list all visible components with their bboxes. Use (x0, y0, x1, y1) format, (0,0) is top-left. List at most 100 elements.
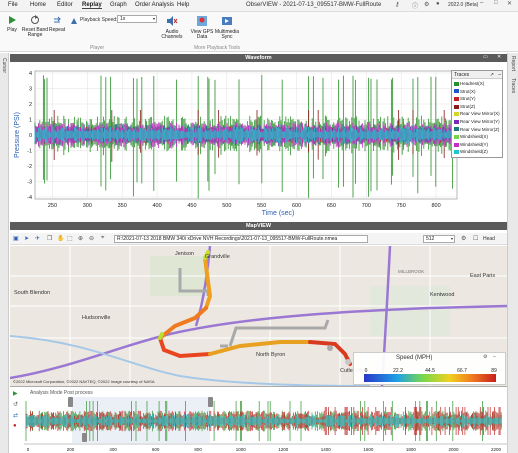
playhead-handle[interactable] (82, 433, 87, 442)
repeat-button[interactable]: Repeat (49, 15, 65, 33)
menu-order-analysis[interactable]: Order Analysis (135, 2, 175, 8)
overview-x-tick-label: 1400 (321, 447, 332, 452)
fit-icon[interactable]: ▣ (13, 236, 19, 242)
y-tick-label: 4 (29, 71, 32, 77)
overview-x-tick-label: 2000 (448, 447, 459, 452)
menu-graph[interactable]: Graph (110, 2, 127, 8)
copy-icon[interactable]: ❐ (47, 236, 53, 242)
x-tick-label: 650 (327, 203, 336, 209)
legend-swatch (454, 81, 459, 86)
overview-record-icon[interactable]: ● (13, 423, 17, 429)
speed-tick-label: 22.2 (393, 368, 403, 374)
legend-item[interactable]: Windshield(X) (454, 134, 488, 139)
legend-label: Windshield(Z) (460, 149, 488, 155)
speaker-mute-icon (167, 16, 178, 26)
menu-file[interactable]: File (8, 2, 18, 8)
overview-x-tick-label: 800 (194, 447, 202, 452)
overview-repeat-icon[interactable]: ⇄ (13, 413, 19, 419)
legend-title: Traces (454, 72, 470, 78)
legend-minimize-icon[interactable]: – (498, 72, 501, 78)
pointer-icon[interactable]: ➤ (24, 236, 30, 242)
speed-legend: Speed (MPH) ⚙ – 0 22.2 44.5 66.7 89 (353, 352, 506, 385)
view-gps-data-button[interactable]: View GPS Data (190, 15, 214, 41)
reset-band-range-button[interactable]: Reset Band Range (21, 15, 49, 39)
center-icon[interactable]: ⌖ (101, 235, 105, 241)
legend-item[interactable]: Strut(Z) (454, 104, 475, 109)
select-icon[interactable]: ⬚ (67, 236, 73, 242)
x-tick-label: 450 (187, 203, 196, 209)
legend-swatch (454, 150, 459, 155)
speed-legend-minimize-icon[interactable]: – (493, 354, 496, 360)
legend-item[interactable]: Strut(Y) (454, 96, 476, 101)
legend-item[interactable]: Rear View Mirror(X) (454, 111, 500, 116)
head-toggle-icon[interactable]: ☐ (473, 236, 479, 242)
speed-colorbar: 0 22.2 44.5 66.7 89 (364, 368, 497, 382)
user-icon[interactable]: ● (436, 1, 440, 7)
x-tick-label: 550 (257, 203, 266, 209)
x-tick-label: 300 (83, 203, 92, 209)
hand-icon[interactable]: ✋ (57, 236, 65, 242)
traces-tab[interactable]: Traces (510, 78, 516, 94)
city-label: South Blendon (14, 290, 50, 296)
minimize-icon[interactable]: – (480, 0, 484, 6)
multimedia-icon (222, 17, 232, 25)
menu-bar: File Home Editor Replay Graph Order Anal… (0, 0, 518, 12)
pin-icon[interactable]: ▭ (483, 54, 488, 60)
menu-editor[interactable]: Editor (57, 2, 73, 8)
close-icon[interactable]: ✕ (507, 1, 513, 7)
legend-item[interactable]: Windshield(Y) (454, 142, 488, 147)
legend-swatch (454, 112, 459, 117)
multimedia-sync-button[interactable]: Multimedia Sync (214, 15, 240, 41)
legend-swatch (454, 89, 459, 94)
menu-help[interactable]: Help (177, 2, 190, 8)
map-toolbar: ▣ ➤ ✈ ❐ ✋ ⬚ ⊕ ⊖ ⌖ R:\2021-07-13 2018 BMW… (10, 233, 507, 245)
legend-swatch (454, 104, 459, 109)
speed-legend-settings-icon[interactable]: ⚙ (483, 354, 488, 360)
settings-icon[interactable]: ⚙ (424, 2, 430, 8)
legend-label: Strut(Y) (460, 96, 476, 102)
legend-item[interactable]: Headrest(X) (454, 81, 484, 86)
waveform-title-bar: Waveform (10, 54, 507, 62)
waveform-x-label: Time (sec) (262, 210, 295, 217)
legend-item[interactable]: Windshield(Z) (454, 149, 488, 154)
overview-reset-icon[interactable]: ↺ (13, 402, 19, 408)
cursor-tab[interactable]: Cursor (1, 58, 7, 74)
map-file-path-field[interactable]: R:\2021-07-13 2018 BMW 340i xDrive NVH R… (114, 235, 368, 243)
overview-x-tick-label: 1600 (363, 447, 374, 452)
waveform-close-icon[interactable]: ✕ (497, 54, 502, 60)
legend-item[interactable]: Strut(X) (454, 89, 476, 94)
gps-map-icon (197, 16, 207, 26)
play-icon (9, 16, 16, 24)
y-tick-label: -3 (27, 180, 32, 186)
legend-label: Windshield(X) (460, 134, 489, 140)
legend-expand-icon[interactable]: ↗ (489, 72, 494, 78)
legend-item[interactable]: Rear View Mirror(Z) (454, 127, 499, 132)
overview-x-ticks: 0 200 400 600 800 1000 1200 1400 1600 1800 2000 220… (24, 443, 507, 452)
map-zoom-select[interactable]: 512 ▾ (423, 235, 455, 243)
band-start-handle[interactable] (68, 397, 73, 407)
plane-icon[interactable]: ✈ (35, 236, 41, 242)
band-end-handle[interactable] (208, 397, 213, 407)
overview-play-icon[interactable]: ▶ (13, 391, 18, 397)
legend-swatch (454, 142, 459, 147)
x-tick-label: 600 (292, 203, 301, 209)
audio-channels-button[interactable]: Audio Channels (158, 15, 186, 41)
legend-item[interactable]: Rear View Mirror(Y) (454, 119, 500, 124)
repeat-icon (54, 16, 61, 23)
key-icon[interactable]: ⚷ (395, 2, 400, 8)
zoom-in-icon[interactable]: ⊕ (78, 236, 84, 242)
overview-chart[interactable]: 0 200 400 600 800 1000 1200 1400 1600 1800 2000 220… (24, 397, 507, 453)
legend-label: Headrest(X) (460, 81, 485, 86)
legend-swatch (454, 119, 459, 124)
map-zoom-value: 512 (426, 236, 435, 242)
maximize-icon[interactable]: □ (494, 0, 498, 6)
zoom-out-icon[interactable]: ⊖ (89, 236, 95, 242)
map-settings-icon[interactable]: ⚙ (461, 236, 467, 242)
menu-replay[interactable]: Replay (82, 2, 102, 9)
play-button[interactable]: Play (5, 15, 19, 33)
playback-speed-select[interactable]: 1x ▾ (117, 15, 157, 23)
report-tab[interactable]: Report (510, 56, 516, 72)
info-icon[interactable]: ⓘ (412, 4, 419, 10)
waveform-chart[interactable]: 4 3 2 1 0 -1 -2 -3 -4 250 300 350 400 450 500 550 600 65… (10, 63, 507, 220)
menu-home[interactable]: Home (30, 2, 47, 8)
